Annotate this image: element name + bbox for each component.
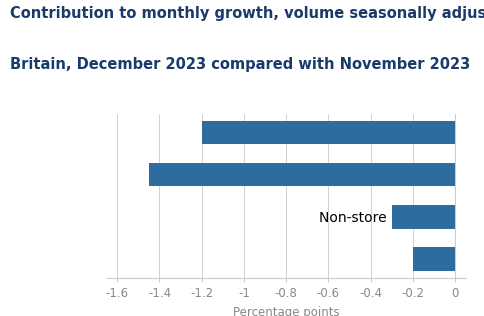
Text: Contribution to monthly growth, volume seasonally adjusted, Great: Contribution to monthly growth, volume s… <box>10 6 484 21</box>
Bar <box>201 121 454 144</box>
X-axis label: Percentage points: Percentage points <box>232 306 339 316</box>
Bar <box>412 247 454 270</box>
Bar <box>149 163 454 186</box>
Bar <box>391 205 454 228</box>
Text: Britain, December 2023 compared with November 2023: Britain, December 2023 compared with Nov… <box>10 57 469 72</box>
